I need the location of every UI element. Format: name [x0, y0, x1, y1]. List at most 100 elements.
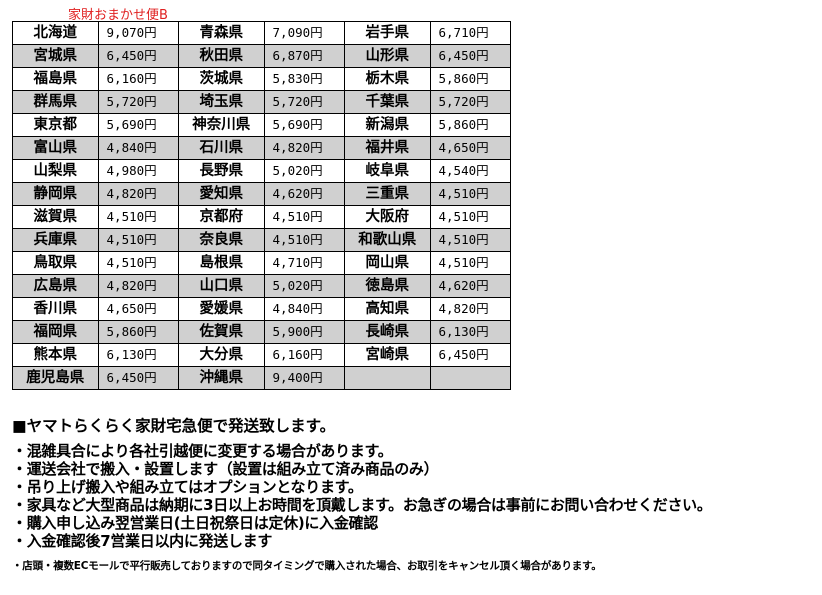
small-note: ・店頭・複数ECモールで平行販売しておりますので同タイミングで購入された場合、お… [12, 560, 602, 572]
note-line: ・吊り上げ搬入や組み立てはオプションとなります。 [12, 478, 363, 496]
rate-cell: 7,090円 [263, 21, 345, 45]
rate-cell: 5,720円 [97, 90, 179, 114]
rate-cell: 4,510円 [263, 205, 345, 229]
rate-cell: 4,980円 [97, 159, 179, 183]
shipping-notes: ■ヤマトらくらく家財宅急便で発送致します。 ・混雑具合により各社引越便に変更する… [12, 414, 712, 573]
table-row: 広島県 4,820円 山口県 5,020円 徳島県 4,620円 [12, 274, 511, 298]
table-row: 富山県 4,840円 石川県 4,820円 福井県 4,650円 [12, 136, 511, 160]
prefecture-cell: 岡山県 [343, 251, 431, 275]
rate-cell: 4,620円 [263, 182, 345, 206]
note-line: ・購入申し込み翌営業日(土日祝祭日は定休)に入金確認 [12, 514, 378, 532]
prefecture-cell: 埼玉県 [177, 90, 265, 114]
rate-cell: 4,510円 [429, 182, 511, 206]
rate-cell: 4,620円 [429, 274, 511, 298]
rate-cell: 6,450円 [429, 343, 511, 367]
prefecture-cell: 岩手県 [343, 21, 431, 45]
prefecture-cell: 千葉県 [343, 90, 431, 114]
rate-cell: 5,860円 [429, 113, 511, 137]
prefecture-cell: 熊本県 [12, 343, 99, 367]
prefecture-cell: 福岡県 [12, 320, 99, 344]
prefecture-cell: 茨城県 [177, 67, 265, 91]
prefecture-cell: 奈良県 [177, 228, 265, 252]
rate-cell: 6,450円 [429, 44, 511, 68]
rate-cell: 4,540円 [429, 159, 511, 183]
rate-cell: 4,840円 [97, 136, 179, 160]
rate-cell: 4,510円 [429, 251, 511, 275]
rate-cell: 4,650円 [429, 136, 511, 160]
prefecture-cell: 静岡県 [12, 182, 99, 206]
prefecture-cell: 兵庫県 [12, 228, 99, 252]
rate-cell: 4,510円 [97, 251, 179, 275]
prefecture-cell: 和歌山県 [343, 228, 431, 252]
prefecture-cell: 滋賀県 [12, 205, 99, 229]
table-row: 群馬県 5,720円 埼玉県 5,720円 千葉県 5,720円 [12, 90, 511, 114]
prefecture-cell: 福島県 [12, 67, 99, 91]
rate-cell: 5,720円 [429, 90, 511, 114]
rate-cell: 9,070円 [97, 21, 179, 45]
shipping-rate-table: 北海道 9,070円 青森県 7,090円 岩手県 6,710円 宮城県 6,450円 秋田県 6… [12, 21, 511, 390]
prefecture-cell: 山形県 [343, 44, 431, 68]
table-row: 熊本県 6,130円 大分県 6,160円 宮崎県 6,450円 [12, 343, 511, 367]
prefecture-cell: 北海道 [12, 21, 99, 45]
prefecture-cell: 島根県 [177, 251, 265, 275]
prefecture-cell: 香川県 [12, 297, 99, 321]
prefecture-cell: 岐阜県 [343, 159, 431, 183]
rate-cell: 4,820円 [97, 274, 179, 298]
note-line: ・入金確認後7営業日以内に発送します [12, 532, 273, 550]
rate-cell: 4,820円 [429, 297, 511, 321]
rate-cell: 5,690円 [97, 113, 179, 137]
table-row: 福島県 6,160円 茨城県 5,830円 栃木県 5,860円 [12, 67, 511, 91]
note-line: ・混雑具合により各社引越便に変更する場合があります。 [12, 442, 393, 460]
prefecture-cell: 三重県 [343, 182, 431, 206]
rate-cell: 4,510円 [263, 228, 345, 252]
prefecture-cell: 新潟県 [343, 113, 431, 137]
prefecture-cell: 群馬県 [12, 90, 99, 114]
rate-cell: 6,450円 [97, 366, 179, 390]
prefecture-cell: 神奈川県 [177, 113, 265, 137]
notes-heading: ■ヤマトらくらく家財宅急便で発送致します。 [12, 417, 336, 435]
prefecture-cell: 栃木県 [343, 67, 431, 91]
rate-cell: 6,160円 [97, 67, 179, 91]
rate-cell: 6,160円 [263, 343, 345, 367]
prefecture-cell: 山口県 [177, 274, 265, 298]
prefecture-cell: 石川県 [177, 136, 265, 160]
table-caption: 家財おまかせ便B [68, 8, 168, 23]
rate-cell: 5,860円 [429, 67, 511, 91]
rate-cell: 6,450円 [97, 44, 179, 68]
rate-cell [429, 366, 511, 390]
table-row: 鳥取県 4,510円 島根県 4,710円 岡山県 4,510円 [12, 251, 511, 275]
rate-cell: 4,710円 [263, 251, 345, 275]
table-row: 東京都 5,690円 神奈川県 5,690円 新潟県 5,860円 [12, 113, 511, 137]
note-line: ・運送会社で搬入・設置します（設置は組み立て済み商品のみ） [12, 460, 439, 478]
table-row: 滋賀県 4,510円 京都府 4,510円 大阪府 4,510円 [12, 205, 511, 229]
prefecture-cell: 鹿児島県 [12, 366, 99, 390]
rate-cell: 4,840円 [263, 297, 345, 321]
prefecture-cell: 宮城県 [12, 44, 99, 68]
prefecture-cell: 山梨県 [12, 159, 99, 183]
prefecture-cell [343, 366, 431, 390]
rate-cell: 5,860円 [97, 320, 179, 344]
prefecture-cell: 東京都 [12, 113, 99, 137]
table-row: 静岡県 4,820円 愛知県 4,620円 三重県 4,510円 [12, 182, 511, 206]
rate-cell: 5,720円 [263, 90, 345, 114]
prefecture-cell: 大阪府 [343, 205, 431, 229]
prefecture-cell: 長崎県 [343, 320, 431, 344]
rate-cell: 5,020円 [263, 274, 345, 298]
prefecture-cell: 大分県 [177, 343, 265, 367]
rate-cell: 6,710円 [429, 21, 511, 45]
rate-cell: 4,650円 [97, 297, 179, 321]
rate-cell: 6,130円 [429, 320, 511, 344]
rate-cell: 5,830円 [263, 67, 345, 91]
rate-cell: 5,690円 [263, 113, 345, 137]
table-row: 香川県 4,650円 愛媛県 4,840円 高知県 4,820円 [12, 297, 511, 321]
prefecture-cell: 京都府 [177, 205, 265, 229]
table-row: 兵庫県 4,510円 奈良県 4,510円 和歌山県 4,510円 [12, 228, 511, 252]
prefecture-cell: 福井県 [343, 136, 431, 160]
table-row: 山梨県 4,980円 長野県 5,020円 岐阜県 4,540円 [12, 159, 511, 183]
table-row: 福岡県 5,860円 佐賀県 5,900円 長崎県 6,130円 [12, 320, 511, 344]
table-row: 宮城県 6,450円 秋田県 6,870円 山形県 6,450円 [12, 44, 511, 68]
rate-cell: 6,130円 [97, 343, 179, 367]
prefecture-cell: 佐賀県 [177, 320, 265, 344]
table-row: 北海道 9,070円 青森県 7,090円 岩手県 6,710円 [12, 21, 511, 45]
prefecture-cell: 鳥取県 [12, 251, 99, 275]
